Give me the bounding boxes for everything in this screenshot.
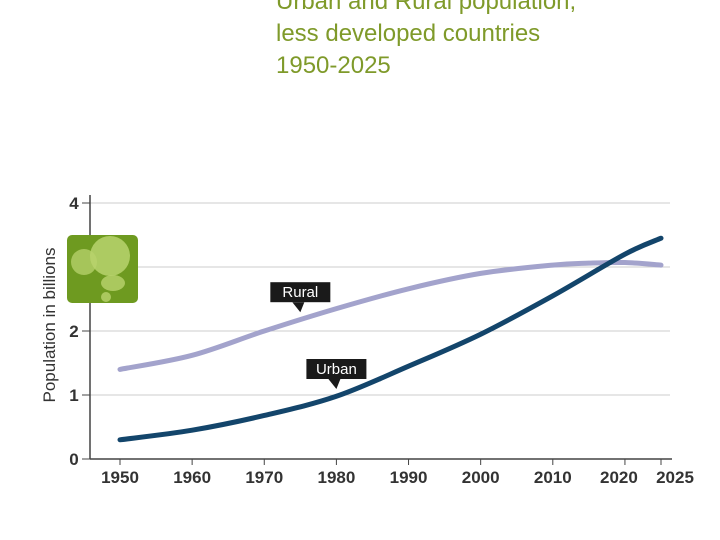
x-tick-label-2020: 2020 (600, 468, 638, 487)
title-line-2: less developed countries (276, 20, 541, 47)
callout-label-rural: Rural (282, 284, 318, 301)
series (117, 235, 664, 443)
callout-pointer-rural (292, 302, 305, 313)
chart-title: Urban and Rural population, less develop… (276, 0, 576, 82)
y-tick-label-0: 0 (69, 450, 78, 469)
x-tick-label-1950: 1950 (101, 468, 139, 487)
x-tick-label-2000: 2000 (462, 468, 500, 487)
callout-label-urban: Urban (316, 361, 357, 378)
thought-bubble-icon (67, 235, 138, 303)
x-tick-label-2010: 2010 (534, 468, 572, 487)
title-line-1: Urban and Rural population, (276, 0, 577, 15)
grid (90, 202, 670, 396)
axes: 0123419501960197019801990200020102020202… (69, 194, 694, 487)
x-tick-label-1990: 1990 (390, 468, 428, 487)
series-line-urban (117, 235, 664, 443)
y-tick-label-4: 4 (69, 194, 79, 213)
series-line-rural (117, 259, 664, 372)
title-line-3: 1950-2025 (276, 52, 391, 79)
x-tick-label-1970: 1970 (245, 468, 283, 487)
x-tick-label-1980: 1980 (317, 468, 355, 487)
y-tick-label-1: 1 (69, 386, 78, 405)
callout-pointer-urban (328, 379, 341, 389)
y-axis-label: Population in billions (40, 248, 59, 403)
x-tick-label-1960: 1960 (173, 468, 211, 487)
callout-box-rural (270, 282, 331, 303)
x-tick-label-2025: 2025 (656, 468, 694, 487)
y-tick-label-2: 2 (69, 322, 78, 341)
callout-box-urban (306, 359, 367, 379)
callouts: Rural Urban (270, 282, 367, 389)
